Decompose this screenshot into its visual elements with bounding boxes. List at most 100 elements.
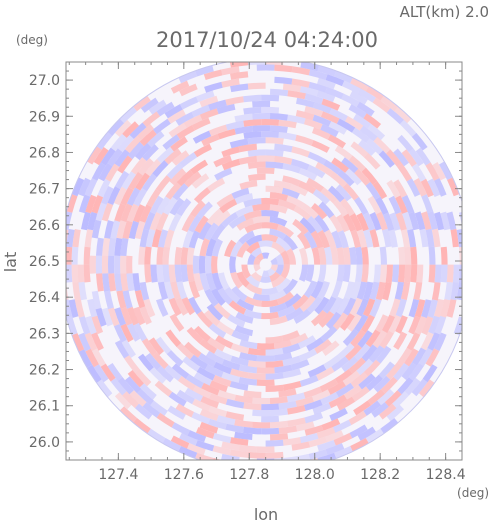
radar-cell xyxy=(447,177,460,197)
radar-cell xyxy=(419,228,429,248)
radar-cell xyxy=(269,216,288,227)
radar-cell xyxy=(104,290,114,310)
radar-cell xyxy=(265,451,284,459)
radar-cell xyxy=(139,281,150,301)
radar-cell xyxy=(212,445,232,456)
radar-cell xyxy=(207,337,226,352)
radar-cell xyxy=(187,430,207,443)
radar-cell xyxy=(350,329,366,348)
radar-cell xyxy=(145,353,162,371)
radar-cell xyxy=(265,161,284,169)
radar-cell xyxy=(342,264,351,283)
radar-cell xyxy=(184,171,202,188)
radar-cell xyxy=(312,389,331,402)
radar-cell xyxy=(149,195,164,215)
radar-cell xyxy=(341,93,360,107)
radar-cell xyxy=(277,305,296,318)
radar-cell xyxy=(252,293,270,301)
radar-cell xyxy=(343,213,357,232)
radar-cell xyxy=(261,270,270,277)
radar-cell xyxy=(230,355,249,367)
radar-cell xyxy=(299,217,316,234)
radar-cell xyxy=(162,438,181,452)
radar-cell xyxy=(78,332,91,352)
radar-cell xyxy=(211,288,226,306)
radar-cell xyxy=(180,247,189,265)
radar-cell xyxy=(333,432,353,446)
radar-cell xyxy=(323,354,342,370)
radar-cell xyxy=(269,125,288,133)
x-axis-label: lon xyxy=(254,505,278,521)
radar-cell xyxy=(411,163,427,182)
radar-cell xyxy=(162,196,178,215)
radar-cell xyxy=(193,187,211,204)
radar-cell xyxy=(342,183,359,201)
radar-cell xyxy=(231,187,250,199)
radar-cell xyxy=(334,145,353,161)
radar-cell xyxy=(147,131,165,148)
radar-cell xyxy=(119,406,137,423)
radar-cell xyxy=(332,199,349,217)
radar-cell xyxy=(301,203,319,219)
radar-cell xyxy=(329,214,344,233)
radar-cell xyxy=(345,344,362,361)
radar-cell xyxy=(261,286,279,295)
radar-cell xyxy=(148,99,167,115)
radar-cell xyxy=(116,290,127,309)
radar-cell xyxy=(421,194,434,213)
radar-cell xyxy=(234,394,253,404)
radar-cell xyxy=(337,169,355,187)
radar-cell xyxy=(291,78,310,88)
radar-cell xyxy=(236,271,250,288)
radar-cell xyxy=(91,315,104,335)
radar-cell xyxy=(427,211,438,230)
x-tick-label: 128.2 xyxy=(360,467,400,483)
radar-cell xyxy=(274,64,293,73)
radar-cell xyxy=(327,380,346,395)
radar-cell xyxy=(120,255,127,274)
radar-cell xyxy=(393,148,409,167)
radar-cell xyxy=(124,355,140,373)
radar-cell xyxy=(386,362,402,380)
radar-cell xyxy=(270,420,289,429)
radar-cell xyxy=(142,111,161,128)
radar-cell xyxy=(213,361,232,375)
x-tick-label: 128.4 xyxy=(426,467,466,483)
radar-cell xyxy=(162,246,171,265)
radar-cell xyxy=(331,230,343,249)
radar-cell xyxy=(284,293,302,309)
radar-cell xyxy=(247,347,266,356)
radar-cell xyxy=(142,402,161,418)
radar-cell xyxy=(152,160,169,178)
radar-cell xyxy=(419,379,435,398)
radar-cell xyxy=(261,427,280,435)
radar-cell xyxy=(304,118,323,130)
radar-cell xyxy=(371,402,389,418)
radar-cell xyxy=(341,157,359,174)
radar-cell xyxy=(336,247,345,265)
radar-cell xyxy=(261,222,279,230)
radar-cell xyxy=(413,281,423,301)
radar-cell xyxy=(299,295,316,312)
radar-cell xyxy=(239,180,258,190)
radar-cell xyxy=(274,364,293,374)
radar-cell xyxy=(205,350,225,365)
y-tick-label: 26.6 xyxy=(29,218,60,234)
radar-cell xyxy=(206,208,224,226)
radar-cell xyxy=(275,277,292,293)
radar-cell xyxy=(149,367,167,384)
radar-cell xyxy=(85,194,97,214)
radar-cell xyxy=(71,264,79,283)
radar-cell xyxy=(144,264,152,283)
radar-cell xyxy=(363,400,382,416)
radar-cell xyxy=(110,377,127,396)
radar-cell xyxy=(139,204,152,223)
radar-cell xyxy=(361,344,378,362)
radar-cell xyxy=(303,386,323,399)
radar-cell xyxy=(78,316,91,335)
radar-cell xyxy=(208,124,228,137)
radar-cell xyxy=(306,177,325,192)
radar-cell xyxy=(190,159,208,175)
radar-cell xyxy=(185,374,204,389)
